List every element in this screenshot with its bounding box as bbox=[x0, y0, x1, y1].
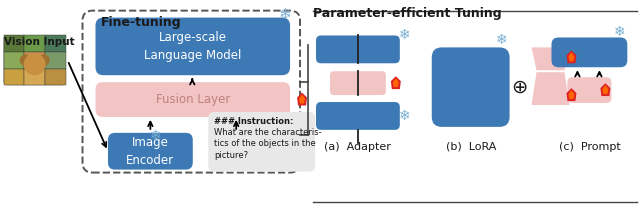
Polygon shape bbox=[299, 95, 305, 104]
Text: ❄: ❄ bbox=[399, 28, 411, 43]
Bar bbox=[45, 69, 65, 85]
Text: (b)  LoRA: (b) LoRA bbox=[447, 142, 497, 152]
Polygon shape bbox=[568, 90, 575, 99]
Bar bbox=[24, 35, 45, 52]
Text: Parameter-efficient Tuning: Parameter-efficient Tuning bbox=[313, 7, 502, 20]
Bar bbox=[24, 52, 45, 69]
FancyBboxPatch shape bbox=[568, 77, 611, 103]
FancyBboxPatch shape bbox=[108, 133, 193, 170]
Circle shape bbox=[38, 54, 49, 66]
Text: Fusion Layer: Fusion Layer bbox=[156, 93, 230, 106]
FancyBboxPatch shape bbox=[208, 112, 315, 172]
Text: ⊕: ⊕ bbox=[511, 78, 528, 97]
FancyBboxPatch shape bbox=[316, 102, 400, 130]
Bar bbox=[45, 35, 65, 52]
Bar bbox=[4, 52, 24, 69]
Text: (c)  Prompt: (c) Prompt bbox=[559, 142, 620, 152]
Polygon shape bbox=[602, 85, 609, 94]
FancyBboxPatch shape bbox=[330, 71, 386, 95]
Text: (a)  Adapter: (a) Adapter bbox=[324, 142, 391, 152]
Text: ❄: ❄ bbox=[399, 109, 411, 123]
Bar bbox=[45, 52, 65, 69]
Text: ❄: ❄ bbox=[278, 7, 291, 22]
Text: Image
Encoder: Image Encoder bbox=[126, 136, 175, 167]
Bar bbox=[4, 69, 24, 85]
Text: ### Instruction:: ### Instruction: bbox=[214, 117, 294, 126]
Bar bbox=[4, 35, 24, 52]
Polygon shape bbox=[393, 78, 399, 87]
Polygon shape bbox=[566, 50, 577, 63]
FancyBboxPatch shape bbox=[316, 35, 400, 63]
Text: Vision Input: Vision Input bbox=[4, 37, 74, 48]
FancyBboxPatch shape bbox=[95, 18, 290, 75]
Text: ❄: ❄ bbox=[150, 129, 161, 143]
Text: ❄: ❄ bbox=[614, 26, 625, 40]
Polygon shape bbox=[532, 47, 570, 70]
Circle shape bbox=[24, 53, 45, 75]
FancyBboxPatch shape bbox=[4, 35, 65, 85]
FancyBboxPatch shape bbox=[552, 37, 627, 67]
Polygon shape bbox=[566, 88, 577, 101]
Polygon shape bbox=[532, 72, 570, 105]
FancyBboxPatch shape bbox=[95, 82, 290, 117]
Text: Large-scale
Language Model: Large-scale Language Model bbox=[144, 31, 241, 62]
Text: Fine-tuning: Fine-tuning bbox=[100, 16, 181, 29]
Text: ❄: ❄ bbox=[496, 34, 508, 48]
Bar bbox=[24, 69, 45, 85]
Polygon shape bbox=[391, 76, 401, 89]
Text: What are the characteris-
tics of the objects in the
picture?: What are the characteris- tics of the ob… bbox=[214, 128, 322, 160]
Polygon shape bbox=[600, 83, 611, 96]
Polygon shape bbox=[297, 93, 307, 106]
Circle shape bbox=[20, 54, 31, 66]
FancyBboxPatch shape bbox=[432, 47, 509, 127]
Polygon shape bbox=[568, 52, 575, 61]
